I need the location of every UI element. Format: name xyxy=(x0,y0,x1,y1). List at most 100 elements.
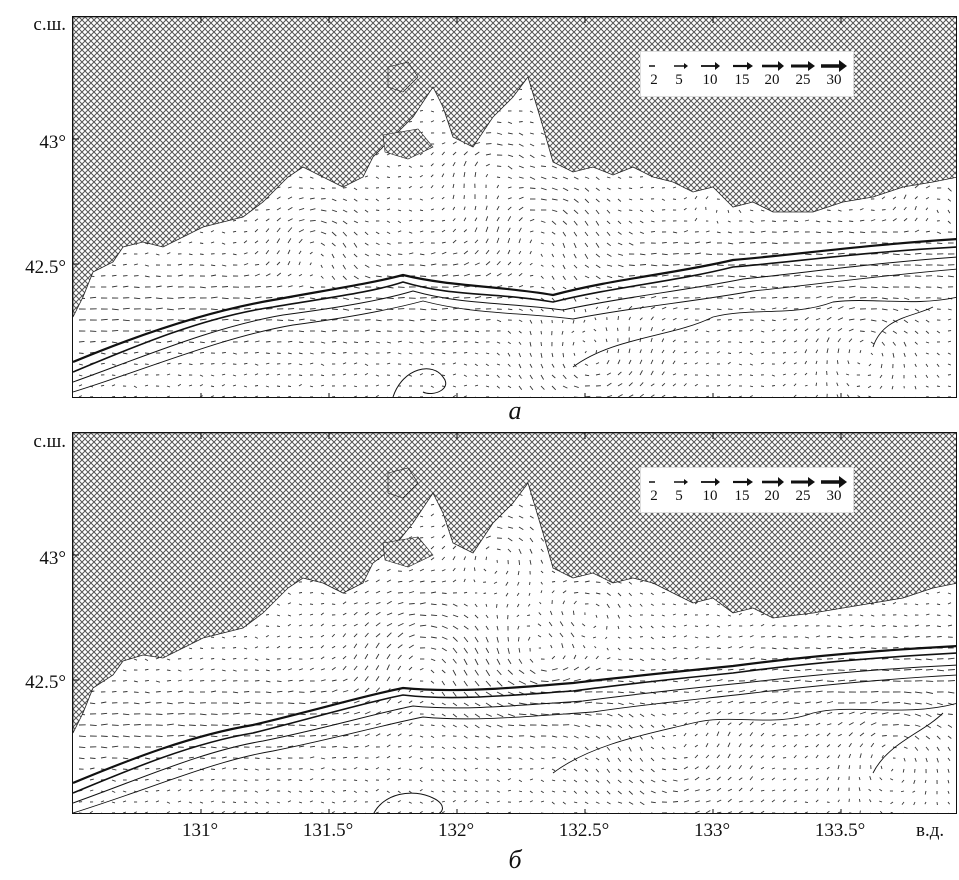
current-arrow xyxy=(320,723,328,726)
current-arrow xyxy=(254,680,260,682)
current-arrow xyxy=(221,242,226,245)
current-arrow xyxy=(683,679,690,682)
current-arrow xyxy=(298,668,303,671)
current-arrow xyxy=(485,669,491,677)
current-arrow xyxy=(287,679,293,682)
current-arrow xyxy=(430,557,435,561)
current-arrow xyxy=(870,330,876,333)
current-arrow xyxy=(551,385,557,391)
current-arrow xyxy=(342,231,348,237)
current-arrow xyxy=(683,307,689,310)
current-arrow xyxy=(639,625,643,629)
current-arrow xyxy=(650,252,657,255)
current-arrow xyxy=(782,647,788,650)
current-arrow xyxy=(441,173,445,178)
current-arrow xyxy=(287,690,294,693)
current-arrow xyxy=(254,240,259,244)
current-arrow xyxy=(475,396,476,397)
current-arrow xyxy=(914,330,919,334)
current-arrow xyxy=(551,374,556,379)
current-arrow xyxy=(430,680,435,684)
current-arrow xyxy=(582,330,586,333)
current-arrow xyxy=(265,669,270,672)
current-arrow xyxy=(606,296,611,299)
current-arrow xyxy=(793,394,797,397)
current-arrow xyxy=(496,680,503,687)
current-arrow xyxy=(815,349,819,354)
current-arrow xyxy=(276,669,281,671)
current-arrow xyxy=(177,362,182,365)
current-arrow xyxy=(133,658,138,661)
current-arrow xyxy=(386,341,392,344)
current-arrow xyxy=(100,723,108,726)
current-arrow xyxy=(496,260,501,266)
current-arrow xyxy=(563,396,565,397)
current-arrow xyxy=(144,679,149,682)
current-arrow xyxy=(891,385,894,390)
current-arrow xyxy=(749,395,753,397)
current-arrow xyxy=(122,691,128,693)
current-arrow xyxy=(661,713,666,716)
current-arrow xyxy=(496,526,503,529)
current-arrow xyxy=(903,206,907,211)
current-arrow xyxy=(540,581,543,585)
current-arrow xyxy=(496,352,500,356)
current-arrow xyxy=(672,373,677,376)
current-arrow xyxy=(848,679,857,682)
current-arrow xyxy=(133,373,138,376)
current-arrow xyxy=(617,327,619,332)
current-arrow xyxy=(386,698,392,704)
current-arrow xyxy=(496,250,500,255)
current-arrow xyxy=(243,240,248,244)
current-arrow xyxy=(505,592,509,597)
current-arrow xyxy=(540,231,545,234)
current-arrow xyxy=(903,194,907,200)
current-arrow xyxy=(496,669,502,676)
current-arrow xyxy=(738,635,743,638)
current-arrow xyxy=(309,613,314,616)
current-arrow xyxy=(387,396,388,397)
current-arrow xyxy=(716,635,721,638)
current-arrow xyxy=(903,330,908,334)
current-arrow xyxy=(265,341,271,343)
current-arrow xyxy=(617,316,619,321)
current-arrow xyxy=(309,286,315,289)
current-arrow xyxy=(848,711,855,715)
current-arrow xyxy=(716,603,720,606)
current-arrow xyxy=(848,624,853,627)
current-arrow xyxy=(221,724,229,727)
current-arrow xyxy=(265,218,270,222)
current-arrow xyxy=(570,622,575,627)
current-arrow xyxy=(320,341,326,344)
current-arrow xyxy=(474,555,477,561)
current-arrow xyxy=(650,327,653,332)
current-arrow xyxy=(441,207,445,211)
current-arrow xyxy=(430,569,435,572)
current-arrow xyxy=(441,556,446,561)
current-arrow xyxy=(221,669,226,672)
current-arrow xyxy=(375,198,379,202)
current-arrow xyxy=(760,209,765,212)
current-arrow xyxy=(166,252,171,255)
current-arrow xyxy=(210,668,215,671)
current-arrow xyxy=(859,350,862,354)
current-arrow xyxy=(452,603,458,607)
current-arrow xyxy=(914,341,918,345)
current-arrow xyxy=(573,198,579,203)
current-arrow xyxy=(573,678,581,682)
current-arrow xyxy=(276,329,283,332)
legend-value-20: 20 xyxy=(764,72,780,88)
current-arrow xyxy=(606,242,611,247)
current-arrow xyxy=(386,242,391,245)
current-arrow xyxy=(639,209,644,212)
current-arrow xyxy=(320,623,324,627)
current-arrow xyxy=(287,249,291,255)
current-arrow xyxy=(573,264,578,269)
current-arrow xyxy=(559,632,564,638)
current-arrow xyxy=(760,253,768,255)
current-arrow xyxy=(837,712,844,715)
current-arrow xyxy=(507,216,512,222)
current-arrow xyxy=(298,176,303,179)
current-arrow xyxy=(694,646,699,649)
current-arrow xyxy=(287,273,292,277)
